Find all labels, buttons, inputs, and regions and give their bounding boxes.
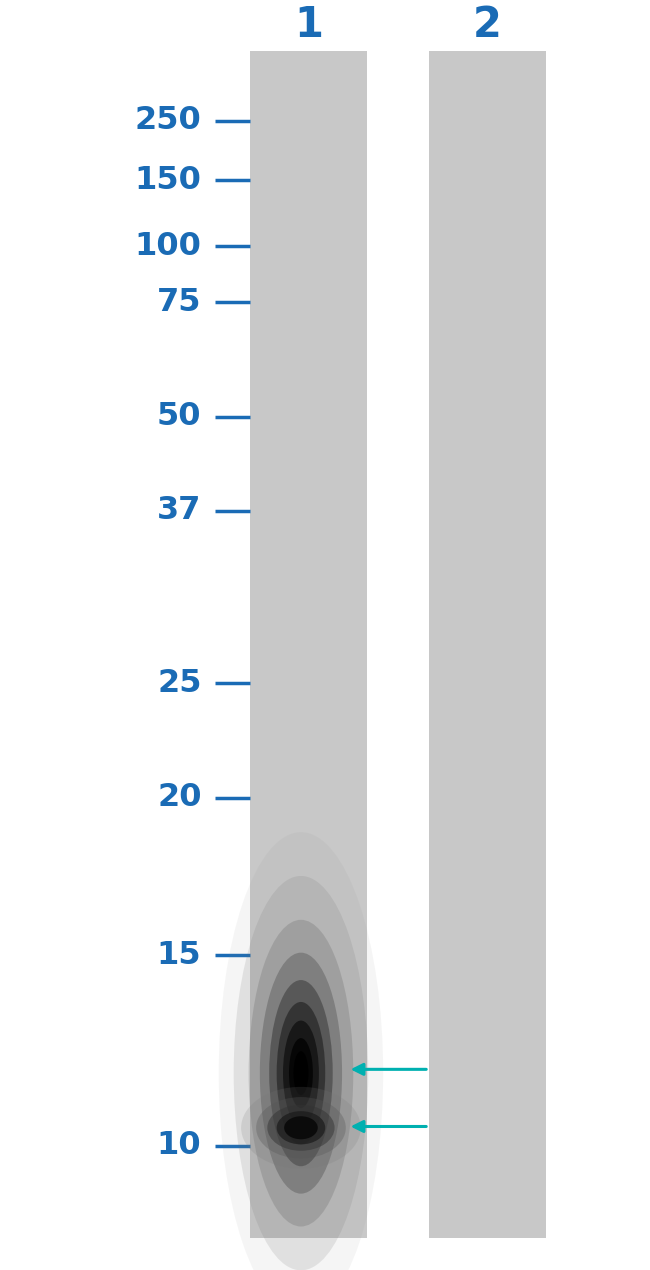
- Text: 250: 250: [135, 105, 202, 136]
- Ellipse shape: [277, 1111, 325, 1144]
- Bar: [250, 51, 367, 1238]
- Text: 15: 15: [157, 940, 202, 970]
- Text: 75: 75: [157, 287, 202, 318]
- Text: 2: 2: [473, 4, 502, 47]
- Ellipse shape: [256, 1097, 346, 1158]
- Ellipse shape: [293, 1052, 309, 1095]
- Ellipse shape: [248, 919, 354, 1227]
- Bar: [429, 51, 546, 1238]
- Text: 150: 150: [135, 165, 202, 196]
- Text: 1: 1: [294, 4, 323, 47]
- Text: 50: 50: [157, 401, 202, 432]
- Text: 100: 100: [135, 231, 202, 262]
- Ellipse shape: [260, 952, 342, 1194]
- Text: 10: 10: [157, 1130, 202, 1161]
- Ellipse shape: [241, 1087, 361, 1168]
- Ellipse shape: [289, 1038, 313, 1109]
- Text: 20: 20: [157, 782, 202, 813]
- Ellipse shape: [218, 832, 384, 1270]
- Text: 37: 37: [157, 495, 202, 526]
- Ellipse shape: [234, 876, 368, 1270]
- Ellipse shape: [284, 1116, 318, 1139]
- Ellipse shape: [277, 1002, 325, 1144]
- Ellipse shape: [269, 980, 333, 1166]
- Ellipse shape: [283, 1021, 319, 1125]
- Text: 25: 25: [157, 668, 202, 698]
- Ellipse shape: [267, 1105, 335, 1151]
